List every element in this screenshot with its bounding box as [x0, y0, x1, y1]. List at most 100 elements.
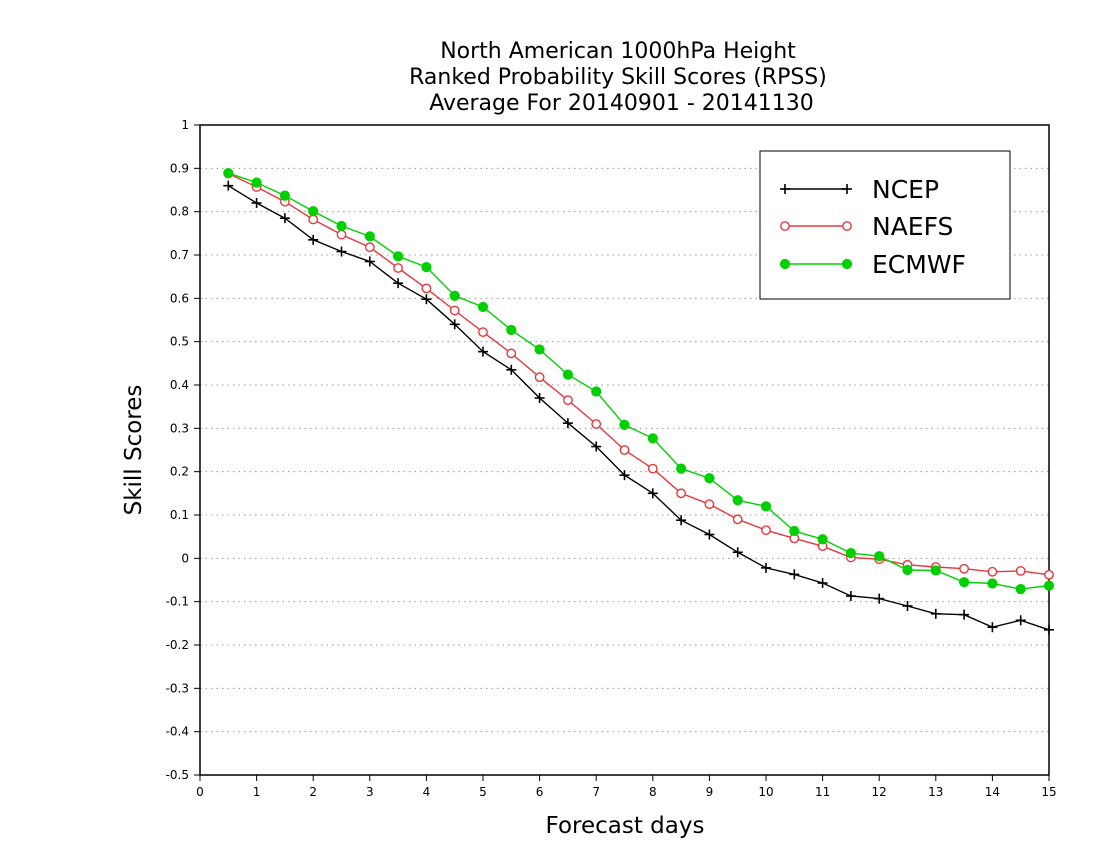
data-point-ecmwf — [477, 301, 489, 313]
data-point-naefs — [478, 327, 488, 338]
data-point-ncep — [449, 319, 460, 330]
x-tick-label: 14 — [985, 785, 1000, 799]
data-point-ncep — [336, 246, 347, 257]
y-tick-label: -0.5 — [166, 768, 189, 782]
data-point-ncep — [279, 213, 290, 224]
y-axis-label: Skill Scores — [121, 385, 147, 516]
data-point-ecmwf — [732, 495, 743, 506]
y-tick-label: 0.9 — [170, 161, 189, 175]
y-axis-ticks: -0.5 -0.4 -0.3 -0.2 -0.1 0 0.1 0.2 0.3 0.4 0.5 0.6 0… — [166, 118, 200, 782]
x-tick-label: 6 — [536, 785, 544, 799]
x-axis-label: Forecast days — [546, 813, 705, 839]
data-point-ecmwf — [449, 290, 460, 301]
chart-title: North American 1000hPa Height Ranked Pro… — [409, 39, 827, 116]
data-point-naefs — [506, 348, 517, 359]
data-point-ncep — [393, 278, 404, 289]
data-point-ecmwf — [1015, 584, 1026, 595]
data-point-ecmwf — [421, 262, 432, 273]
series-naefs — [223, 168, 1054, 580]
data-point-ecmwf — [760, 501, 772, 512]
data-point-naefs — [591, 419, 602, 429]
data-point-ecmwf — [647, 433, 658, 444]
data-point-ncep — [676, 515, 687, 526]
data-point-ncep — [364, 256, 375, 267]
y-tick-label: 0.2 — [170, 465, 189, 479]
data-point-ecmwf — [223, 168, 234, 179]
x-tick-label: 0 — [196, 785, 204, 799]
legend-entry-naefs: NAEFS — [780, 212, 953, 241]
legend-marker-left — [779, 258, 791, 270]
data-point-ncep — [534, 393, 545, 403]
data-point-ncep — [1044, 624, 1054, 635]
plot-area-frame — [199, 124, 1050, 776]
data-point-ncep — [930, 608, 941, 619]
series-ecmwf — [223, 168, 1055, 595]
data-point-ncep — [591, 441, 602, 452]
y-tick-label: 0.8 — [170, 205, 189, 219]
data-point-naefs — [676, 488, 686, 499]
data-point-ncep — [959, 609, 970, 620]
y-tick-label: 0 — [181, 551, 189, 565]
data-point-naefs — [704, 499, 715, 510]
data-point-ncep — [421, 294, 432, 305]
data-point-naefs — [336, 229, 347, 240]
data-point-ncep — [704, 529, 715, 540]
data-point-ncep — [619, 470, 630, 481]
data-point-ncep — [902, 601, 913, 611]
legend-marker-right — [842, 184, 852, 194]
legend-marker-left — [780, 184, 790, 194]
y-tick-label: 0.1 — [170, 508, 189, 522]
y-tick-label: 0.4 — [170, 378, 189, 392]
x-tick-label: 4 — [423, 785, 431, 799]
legend-marker-right — [841, 258, 853, 270]
data-point-naefs — [393, 263, 403, 273]
data-point-naefs — [987, 566, 998, 577]
data-point-ecmwf — [959, 577, 970, 588]
data-point-ecmwf — [930, 565, 941, 576]
y-tick-label: -0.1 — [166, 595, 189, 609]
series-line-ncep — [227, 185, 1050, 631]
x-tick-label: 9 — [706, 785, 714, 799]
data-point-ecmwf — [1043, 580, 1055, 591]
x-tick-label: 3 — [366, 785, 374, 799]
x-tick-label: 2 — [309, 785, 317, 799]
legend-entry-ecmwf: ECMWF — [779, 250, 966, 279]
data-point-ncep — [647, 488, 658, 499]
data-point-naefs — [761, 525, 771, 536]
data-point-ecmwf — [789, 525, 800, 537]
series-ncep — [223, 180, 1054, 635]
data-point-ncep — [251, 198, 262, 208]
data-point-ncep — [761, 562, 771, 573]
data-point-ecmwf — [279, 190, 290, 201]
x-tick-label: 11 — [815, 785, 830, 799]
data-point-naefs — [449, 305, 460, 316]
y-tick-label: -0.2 — [166, 638, 189, 652]
title-line-2: Ranked Probability Skill Scores (RPSS) — [409, 65, 827, 90]
data-point-ncep — [562, 418, 573, 429]
title-line-1: North American 1000hPa Height — [440, 39, 796, 64]
data-point-ecmwf — [845, 548, 857, 559]
data-point-naefs — [421, 283, 432, 294]
y-tick-label: 0.6 — [170, 291, 189, 305]
data-point-ncep — [732, 547, 743, 558]
x-tick-label: 12 — [872, 785, 887, 799]
data-point-naefs — [563, 395, 573, 406]
data-point-ecmwf — [902, 564, 913, 576]
legend-entry-ncep: NCEP — [780, 175, 939, 204]
data-point-naefs — [647, 463, 658, 474]
data-point-naefs — [534, 372, 545, 383]
data-point-naefs — [959, 563, 969, 574]
data-point-naefs — [1015, 566, 1026, 576]
data-point-naefs — [732, 514, 743, 525]
legend-label-naefs: NAEFS — [872, 212, 953, 241]
x-tick-label: 5 — [479, 785, 487, 799]
data-point-naefs — [364, 242, 375, 253]
data-point-ecmwf — [562, 369, 574, 380]
legend-marker-right — [842, 221, 852, 231]
data-point-ecmwf — [506, 324, 517, 336]
data-point-ecmwf — [393, 251, 404, 262]
y-tick-label: 0.3 — [170, 421, 189, 435]
data-point-ncep — [308, 234, 319, 245]
